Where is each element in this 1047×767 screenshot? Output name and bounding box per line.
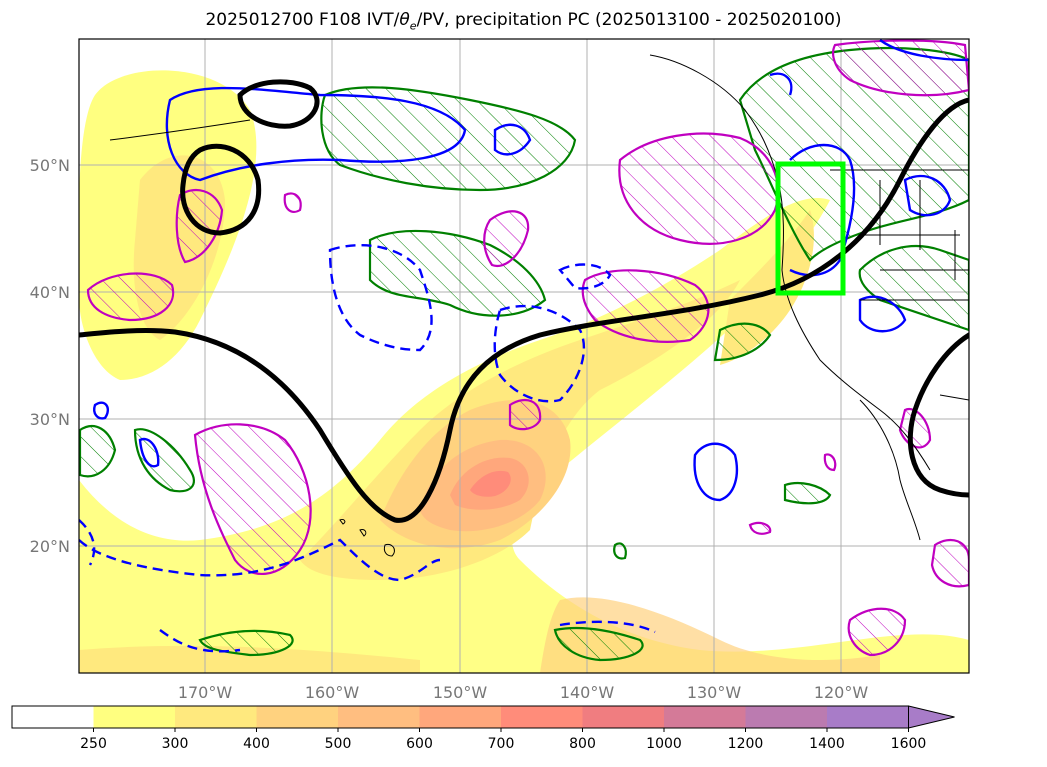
colorbar-tick-label: 250 [80, 736, 107, 752]
colorbar-tick-label: 300 [162, 736, 189, 752]
colorbar-segment [12, 706, 94, 728]
colorbar-tick-label: 600 [406, 736, 433, 752]
coastlines [109, 54, 969, 557]
map-frame [78, 38, 970, 674]
colorbar-segment [93, 706, 176, 728]
colorbar-segment [582, 706, 665, 728]
lon-label-170w: 170°W [178, 683, 233, 702]
precip-positive-contours [79, 46, 969, 662]
colorbar-tick-label: 1000 [646, 736, 682, 752]
colorbar: 250 300 400 500 600 700 800 1000 1200 1400 1600 [11, 705, 955, 752]
colorbar-segment [827, 706, 909, 728]
lon-label-130w: 130°W [687, 683, 742, 702]
lat-label-40n: 40°N [30, 283, 70, 302]
colorbar-segment [338, 706, 420, 728]
lon-label-150w: 150°W [433, 683, 488, 702]
colorbar-tick-label: 1600 [891, 736, 927, 752]
colorbar-tick-label: 400 [243, 736, 270, 752]
colorbar-tick-label: 1200 [728, 736, 764, 752]
lat-label-30n: 30°N [30, 410, 70, 429]
map-title: 2025012700 F108 IVT/θe/PV, precipitation… [205, 10, 842, 33]
map-panel [79, 39, 969, 673]
lon-label-160w: 160°W [305, 683, 360, 702]
theta-e-contours [79, 79, 969, 523]
lat-label-20n: 20°N [30, 537, 70, 556]
target-region-box [775, 161, 846, 296]
lon-label-140w: 140°W [560, 683, 615, 702]
colorbar-segment [419, 706, 502, 728]
colorbar-tick-label: 500 [325, 736, 352, 752]
colorbar-segment [745, 706, 828, 728]
colorbar-segment [256, 706, 339, 728]
colorbar-frame [11, 705, 909, 729]
lon-label-120w: 120°W [814, 683, 869, 702]
colorbar-segment [175, 706, 257, 728]
lat-label-50n: 50°N [30, 156, 70, 175]
colorbar-tick-label: 800 [569, 736, 596, 752]
colorbar-segment [664, 706, 746, 728]
colorbar-extend-arrow [908, 705, 955, 729]
colorbar-tick-label: 700 [488, 736, 515, 752]
colorbar-segment [501, 706, 583, 728]
colorbar-tick-label: 1400 [809, 736, 845, 752]
